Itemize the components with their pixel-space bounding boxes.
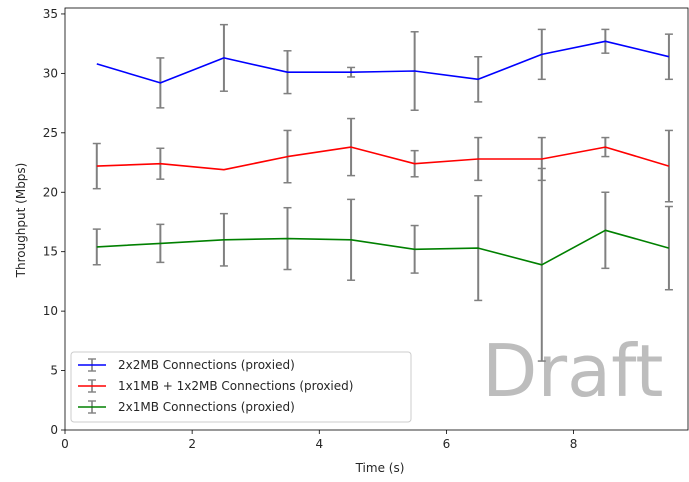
legend: 2x2MB Connections (proxied) 1x1MB + 1x2MB… (70, 351, 412, 423)
series-line (96, 40, 670, 84)
legend-label: 2x2MB Connections (proxied) (118, 358, 295, 372)
x-tick-label: 0 (61, 437, 69, 451)
x-axis: 0 2 4 6 8 (61, 430, 577, 451)
legend-label: 2x1MB Connections (proxied) (118, 400, 295, 414)
series-line (96, 146, 670, 171)
plot-area (64, 7, 689, 431)
x-axis-label: Time (s) (355, 461, 405, 475)
y-tick-label: 35 (43, 7, 58, 21)
x-tick-label: 6 (443, 437, 451, 451)
x-tick-label: 4 (315, 437, 323, 451)
y-tick-label: 5 (50, 364, 58, 378)
y-tick-label: 20 (43, 185, 58, 199)
y-tick-label: 25 (43, 126, 58, 140)
y-axis: 0 5 10 15 20 25 30 35 (43, 7, 65, 437)
y-tick-label: 30 (43, 66, 58, 80)
legend-box (70, 351, 412, 423)
legend-label: 1x1MB + 1x2MB Connections (proxied) (118, 379, 353, 393)
y-tick-label: 0 (50, 423, 58, 437)
series-line (96, 229, 670, 266)
y-tick-label: 10 (43, 304, 58, 318)
y-axis-label: Throughput (Mbps) (14, 163, 28, 279)
series-lines (96, 40, 670, 266)
x-tick-label: 2 (188, 437, 196, 451)
y-tick-label: 15 (43, 245, 58, 259)
x-tick-label: 8 (570, 437, 578, 451)
watermark-text: Draft (482, 329, 663, 413)
